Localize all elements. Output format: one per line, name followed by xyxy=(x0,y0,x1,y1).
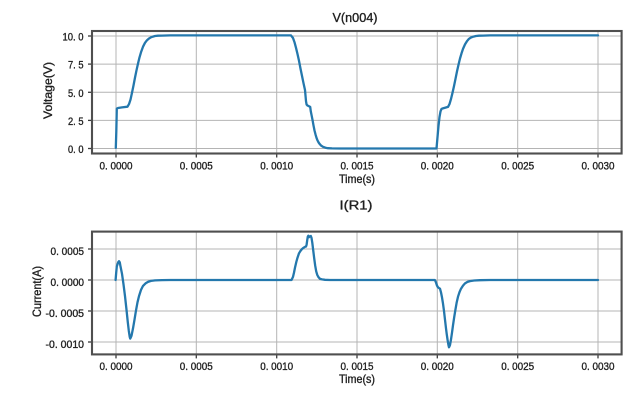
svg-text:0. 0005: 0. 0005 xyxy=(51,246,85,258)
svg-text:-0. 0010: -0. 0010 xyxy=(46,339,85,351)
svg-text:0. 0005: 0. 0005 xyxy=(180,361,213,373)
svg-text:0. 0020: 0. 0020 xyxy=(421,161,454,173)
svg-text:0. 0015: 0. 0015 xyxy=(341,161,374,173)
svg-text:0. 0005: 0. 0005 xyxy=(180,161,213,173)
svg-text:Time(s): Time(s) xyxy=(339,172,375,186)
svg-text:0. 0025: 0. 0025 xyxy=(501,361,534,373)
svg-text:0. 0020: 0. 0020 xyxy=(421,361,454,373)
svg-text:0. 0000: 0. 0000 xyxy=(100,361,133,373)
svg-text:0. 0000: 0. 0000 xyxy=(51,277,85,289)
svg-text:0. 0030: 0. 0030 xyxy=(582,161,615,173)
svg-text:V(n004): V(n004) xyxy=(333,10,378,25)
svg-text:7. 5: 7. 5 xyxy=(68,60,84,72)
svg-text:Voltage(V): Voltage(V) xyxy=(41,62,55,119)
svg-text:2. 5: 2. 5 xyxy=(68,116,84,128)
svg-text:0. 0030: 0. 0030 xyxy=(582,361,615,373)
svg-text:0. 0015: 0. 0015 xyxy=(341,361,374,373)
svg-text:-0. 0005: -0. 0005 xyxy=(46,308,85,320)
svg-text:0. 0000: 0. 0000 xyxy=(100,161,133,173)
svg-text:0. 0010: 0. 0010 xyxy=(260,361,293,373)
svg-text:Current(A): Current(A) xyxy=(30,266,44,317)
svg-text:5. 0: 5. 0 xyxy=(68,88,84,100)
svg-text:0. 0025: 0. 0025 xyxy=(501,161,534,173)
svg-text:I(R1): I(R1) xyxy=(340,198,373,213)
svg-text:10. 0: 10. 0 xyxy=(63,32,84,44)
svg-text:0. 0: 0. 0 xyxy=(68,144,84,156)
svg-text:Time(s): Time(s) xyxy=(339,372,375,386)
svg-text:0. 0010: 0. 0010 xyxy=(260,161,293,173)
